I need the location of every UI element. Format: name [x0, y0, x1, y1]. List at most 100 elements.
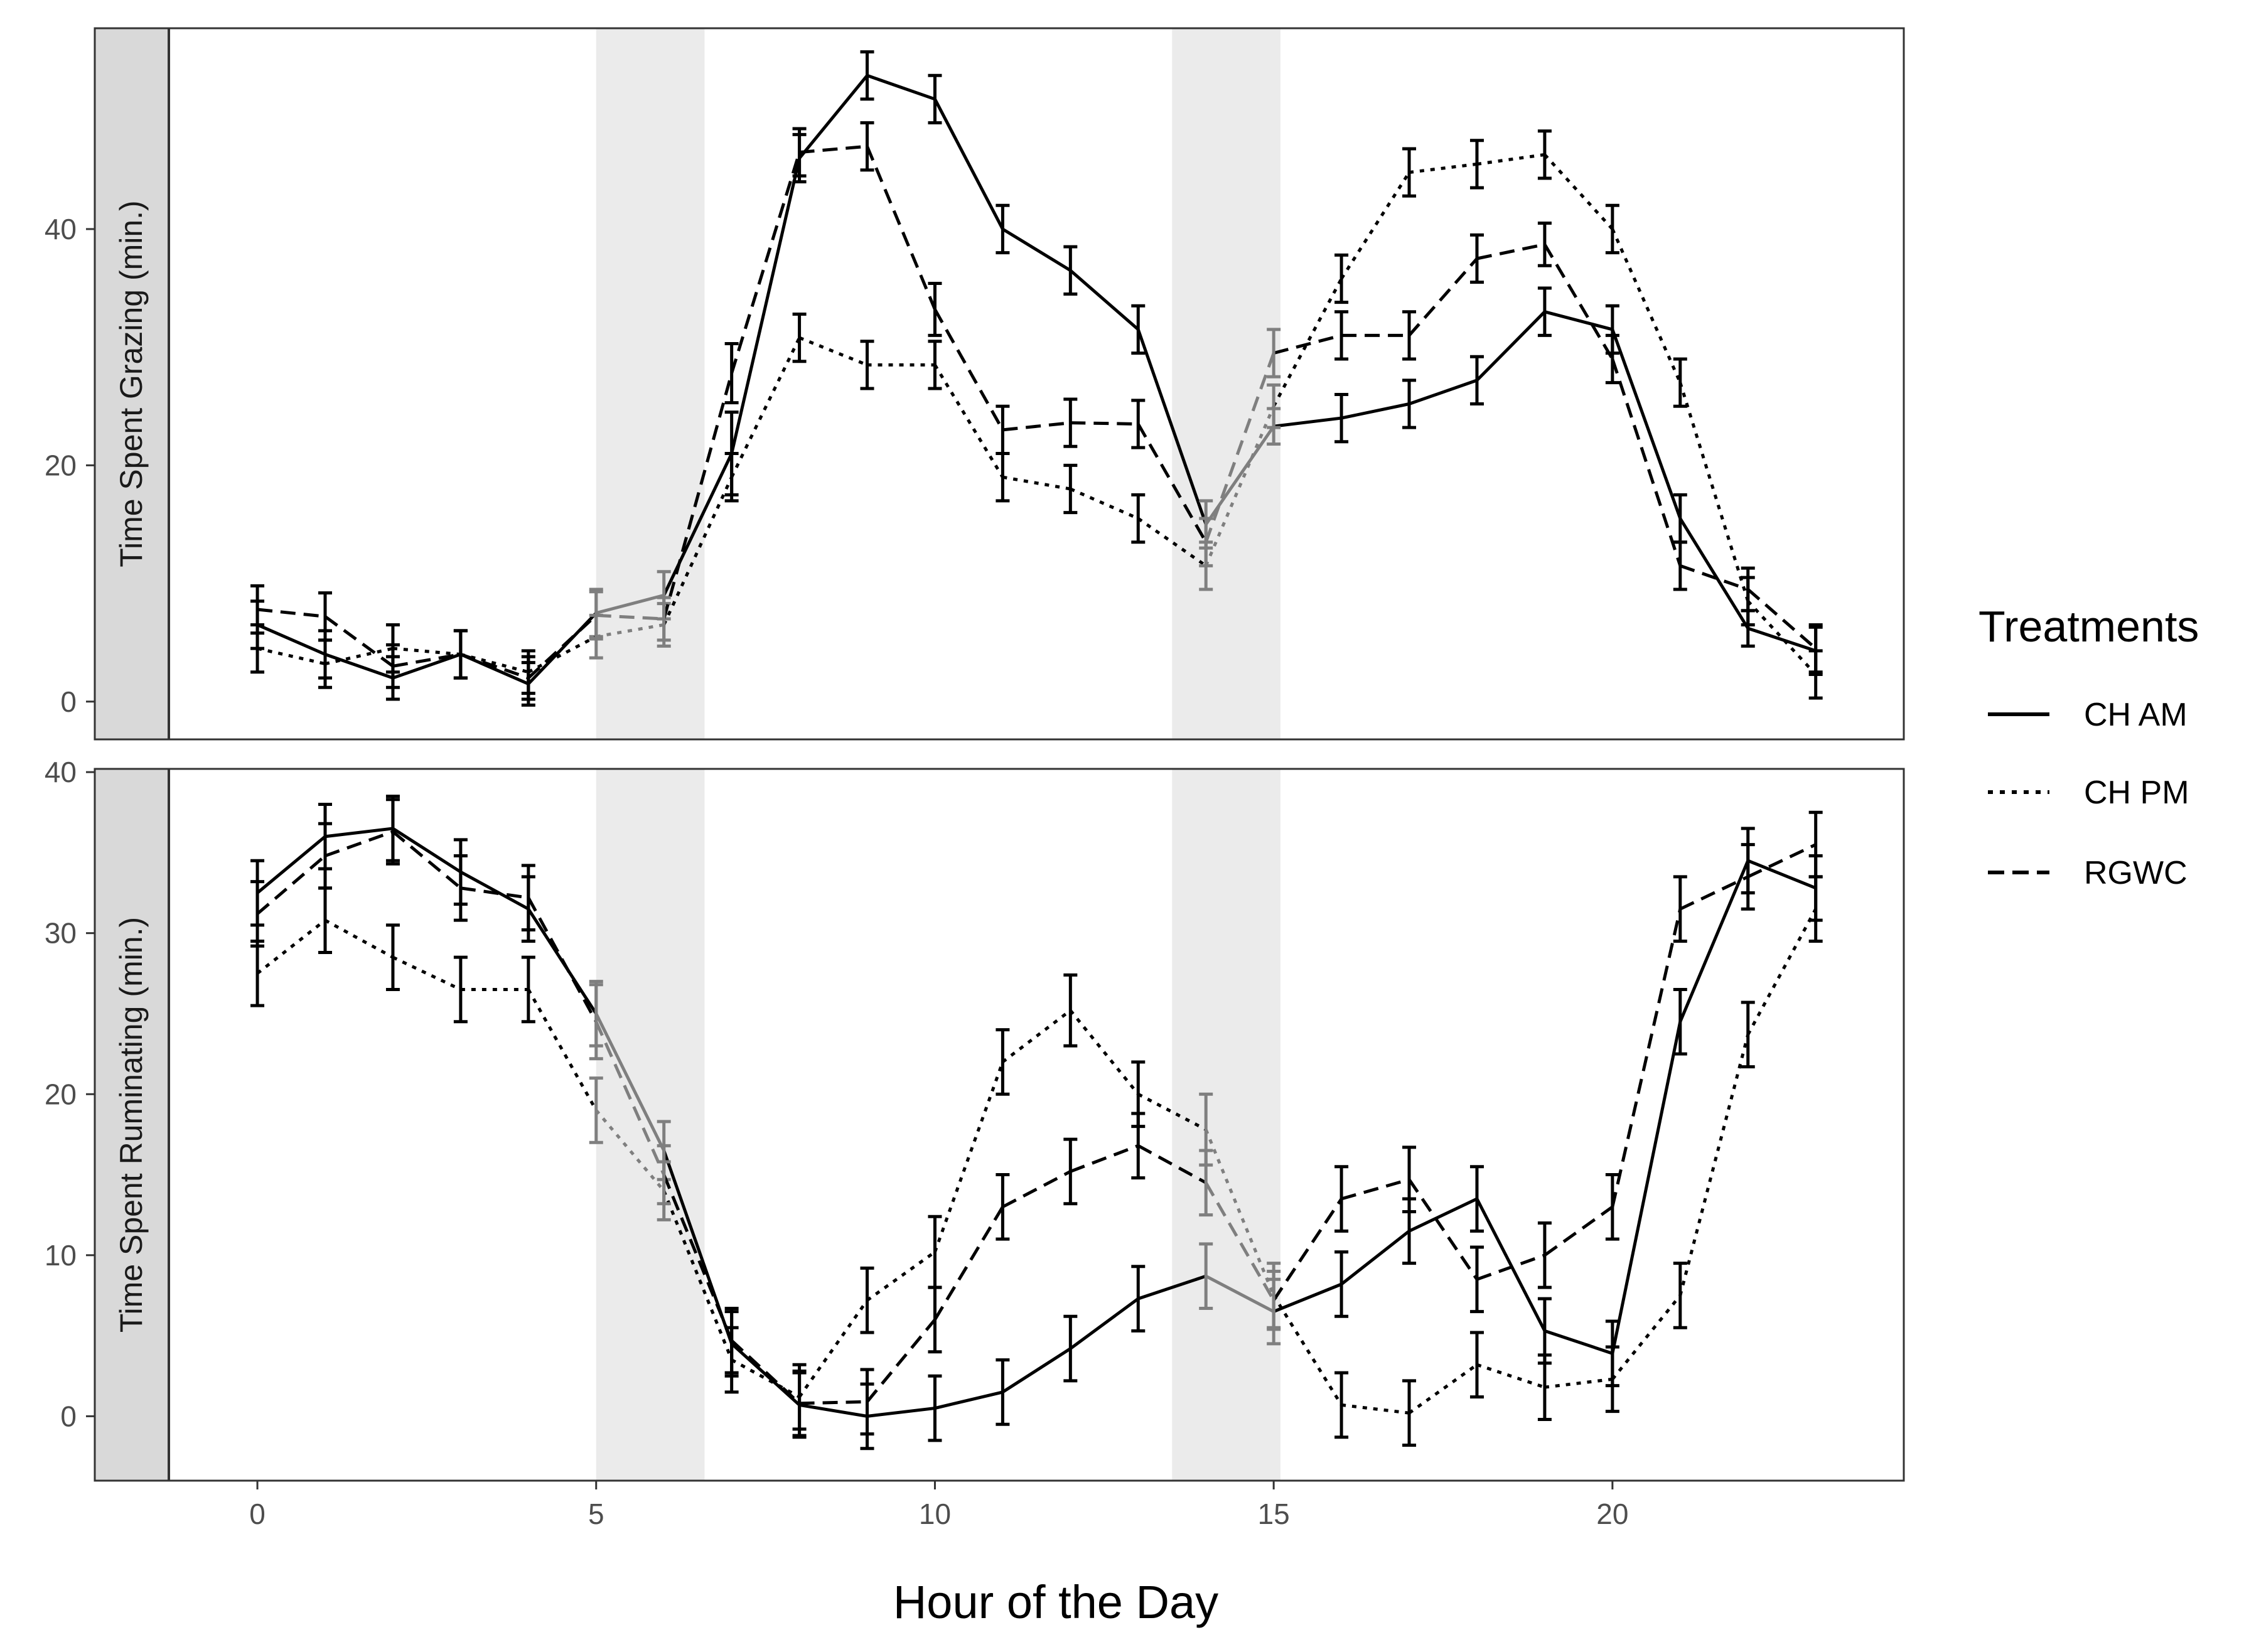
legend-item-rgwc: RGWC — [1988, 855, 2188, 891]
grazing-series-rgwc — [250, 121, 1823, 701]
grazing-rgwc-error-bar — [996, 404, 1010, 456]
grazing-rgwc-error-bar — [1199, 517, 1213, 567]
grazing-ch-pm-error-bar — [1402, 147, 1417, 198]
grazing-ch-am-segment — [1678, 517, 1749, 630]
grazing-rgwc-segment — [662, 372, 734, 620]
grazing-ch-am-segment — [662, 453, 733, 596]
grazing-rgwc-segment — [324, 615, 394, 668]
grazing-ch-pm-segment — [1339, 171, 1411, 280]
legend-label-ch-am: CH AM — [2084, 697, 2188, 733]
ruminating-ch-am-segment — [1205, 1274, 1275, 1313]
grazing-ch-pm-error-bar — [1267, 383, 1281, 429]
ruminating-ch-pm-segment — [256, 919, 326, 975]
ruminating-rgwc-error-bar — [1199, 1149, 1213, 1217]
grazing-ch-am-segment — [1273, 416, 1342, 428]
grazing-rgwc-segment — [1543, 244, 1614, 360]
grazing-rgwc-segment — [1611, 358, 1682, 567]
grazing-rgwc-error-bar — [860, 121, 874, 172]
legend-item-ch-am: CH AM — [1988, 697, 2188, 733]
grazing-ch-am-segment — [1341, 402, 1410, 420]
ruminating-rgwc-error-bar — [860, 1368, 874, 1436]
ruminating-ch-am-segment — [1069, 1297, 1139, 1350]
ruminating-rgwc-segment — [1272, 1198, 1343, 1302]
ruminating-ch-pm-segment — [1408, 1363, 1478, 1415]
grazing-ch-am-segment — [1476, 310, 1546, 382]
ruminating-y-tick-label: 40 — [45, 756, 77, 788]
ruminating-rgwc-segment — [1070, 1144, 1139, 1173]
grazing-ch-am-segment — [596, 593, 665, 615]
ruminating-ch-am-segment — [459, 871, 530, 911]
grazing-rgwc-segment — [866, 146, 937, 310]
grazing-rgwc-segment — [257, 608, 326, 618]
x-axis: 0 5 10 15 20 — [249, 1481, 1628, 1530]
grazing-rgwc-error-bar — [589, 590, 603, 641]
grazing-ch-pm-segment — [1002, 475, 1071, 491]
grazing-ch-am-segment — [1747, 626, 1817, 653]
grazing-rgwc-segment — [596, 613, 664, 621]
ruminating-rgwc-segment — [1341, 1177, 1410, 1201]
ruminating-ch-pm-segment — [1341, 1403, 1410, 1415]
grazing-ch-am-error-bar — [1063, 245, 1078, 296]
grazing-ch-pm-error-bar — [1469, 139, 1484, 190]
grazing-ch-pm-error-bar — [1131, 493, 1146, 544]
ruminating-ch-pm-error-bar — [385, 923, 400, 991]
ruminating-ch-pm-segment — [731, 1358, 800, 1398]
ruminating-rgwc-segment — [527, 897, 598, 1022]
ruminating-ch-pm-segment — [662, 1190, 733, 1361]
grazing-ch-pm-segment — [933, 364, 1004, 478]
grazing-ch-pm-segment — [1409, 162, 1478, 174]
grazing-ch-am-error-bar — [928, 73, 942, 125]
grazing-rgwc-error-bar — [1402, 310, 1417, 361]
ruminating-ch-pm-error-bar — [1469, 1331, 1484, 1399]
grazing-rgwc-error-bar — [1605, 333, 1619, 385]
grazing-rgwc-segment — [1679, 564, 1749, 591]
ruminating-ch-pm-segment — [1272, 1294, 1343, 1406]
ruminating-ch-pm-segment — [933, 1061, 1004, 1253]
ruminating-rgwc-error-bar — [1808, 810, 1823, 879]
ruminating-rgwc-segment — [1543, 1205, 1614, 1257]
grazing-ch-pm-segment — [1137, 517, 1207, 567]
ruminating-ch-am-segment — [867, 1407, 935, 1418]
ruminating-rgwc-error-bar — [385, 798, 400, 866]
ruminating-ch-am-error-bar — [1199, 1242, 1213, 1310]
ruminating-rgwc-error-bar — [250, 880, 265, 948]
ruminating-ch-pm-error-bar — [1402, 1379, 1417, 1447]
grazing-rgwc-error-bar — [1673, 540, 1687, 591]
ruminating-ch-pm-error-bar — [521, 955, 535, 1024]
grazing-ch-pm-segment — [1611, 228, 1682, 384]
ruminating-rgwc-error-bar — [1537, 1221, 1552, 1289]
grazing-ch-pm-segment — [1543, 153, 1614, 230]
ruminating-ch-pm-segment — [1476, 1363, 1545, 1389]
ruminating-rgwc-error-bar — [724, 1306, 739, 1375]
ruminating-rgwc-error-bar — [1402, 1145, 1417, 1214]
ruminating-strip-label: Time Spent Ruminating (min.) — [114, 917, 149, 1333]
ruminating-series-rgwc — [250, 798, 1823, 1437]
ruminating-ch-pm-segment — [1137, 1093, 1207, 1131]
grazing-ch-pm-segment — [527, 635, 597, 673]
ruminating-ch-am-segment — [1747, 859, 1817, 890]
ruminating-rgwc-error-bar — [1741, 843, 1755, 911]
grazing-rgwc-error-bar — [1537, 222, 1552, 267]
ruminating-ch-am-segment — [934, 1390, 1003, 1410]
grazing-rgwc-error-bar — [1267, 328, 1281, 378]
grazing-rgwc-segment — [1204, 352, 1275, 543]
ruminating-rgwc-error-bar — [318, 822, 332, 890]
ruminating-ch-pm-segment — [1204, 1129, 1275, 1296]
grazing-rgwc-segment — [933, 308, 1004, 431]
ruminating-rgwc-error-bar — [1131, 1112, 1146, 1180]
ruminating-ch-am-segment — [1002, 1347, 1071, 1393]
grazing-rgwc-error-bar — [1063, 397, 1078, 448]
grazing-ch-pm-segment — [730, 337, 801, 478]
grazing-ch-am-error-bar — [1469, 355, 1484, 405]
grazing-rgwc-error-bar — [318, 591, 332, 642]
grazing-transition-bands — [596, 28, 1280, 739]
grazing-rgwc-error-bar — [1334, 310, 1349, 361]
grazing-ch-pm-error-bar — [1537, 129, 1552, 180]
ruminating-panel-border — [94, 768, 1905, 1482]
ruminating-ch-am-segment — [256, 835, 326, 894]
x-tick-label: 20 — [1596, 1498, 1628, 1530]
ruminating-ch-pm-segment — [1678, 1034, 1750, 1296]
ruminating-y-tick-label: 0 — [60, 1400, 77, 1432]
ruminating-rgwc-segment — [730, 1339, 801, 1405]
ruminating-rgwc-segment — [1747, 843, 1817, 879]
